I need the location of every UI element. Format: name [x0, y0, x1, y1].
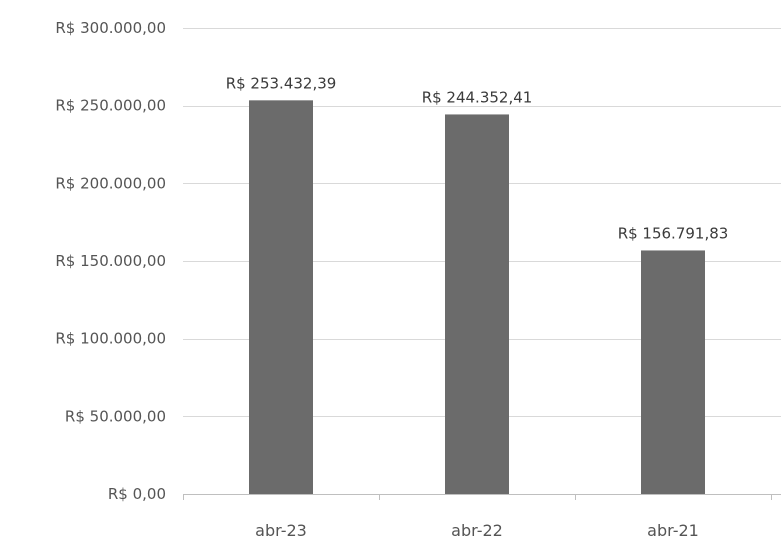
- y-tick-label: R$ 0,00: [108, 485, 166, 503]
- x-tick-label: abr-22: [451, 521, 503, 540]
- y-tick-label: R$ 150.000,00: [55, 252, 166, 270]
- bars: [249, 100, 705, 494]
- y-tick-label: R$ 100.000,00: [55, 330, 166, 348]
- x-tick-label: abr-21: [647, 521, 699, 540]
- data-label: R$ 244.352,41: [422, 88, 533, 106]
- bar: [641, 250, 705, 494]
- bar: [249, 100, 313, 494]
- y-tick-label: R$ 300.000,00: [55, 19, 166, 37]
- y-axis-tick-labels: R$ 0,00 R$ 50.000,00 R$ 100.000,00 R$ 150.0…: [55, 19, 166, 503]
- x-axis: [183, 494, 781, 500]
- x-tick-label: abr-23: [255, 521, 307, 540]
- bar: [445, 114, 509, 494]
- y-tick-label: R$ 50.000,00: [65, 407, 166, 425]
- data-label: R$ 156.791,83: [618, 224, 729, 242]
- data-labels: R$ 253.432,39 R$ 244.352,41 R$ 156.791,83: [226, 74, 729, 242]
- x-axis-tick-labels: abr-23 abr-22 abr-21: [255, 521, 699, 540]
- y-tick-label: R$ 200.000,00: [55, 174, 166, 192]
- data-label: R$ 253.432,39: [226, 74, 337, 92]
- y-tick-label: R$ 250.000,00: [55, 97, 166, 115]
